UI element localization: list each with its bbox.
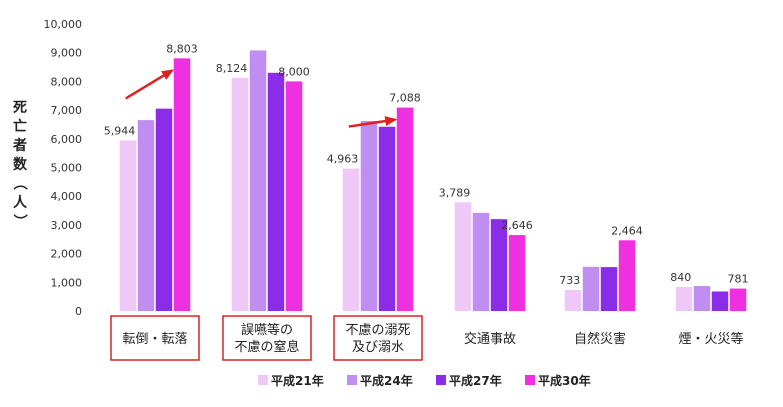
legend-swatch [258, 375, 268, 385]
y-axis-title-char: （ [11, 176, 27, 190]
category-label: 誤嚥等の [241, 322, 293, 338]
y-tick-label: 3,000 [51, 219, 83, 232]
data-label: 840 [670, 271, 691, 284]
bar [454, 202, 472, 311]
data-label: 5,944 [104, 124, 136, 137]
category-label: 自然災害 [574, 331, 626, 347]
y-tick-label: 10,000 [44, 18, 83, 31]
bar [600, 267, 618, 311]
y-tick-label: 5,000 [51, 162, 83, 175]
data-label: 781 [728, 273, 749, 286]
bar [249, 50, 267, 312]
category-highlight-box [222, 315, 312, 361]
bar [378, 126, 396, 311]
category-label: 交通事故 [464, 331, 516, 347]
legend-label: 平成27年 [449, 373, 502, 388]
bar [119, 140, 137, 311]
y-axis-title-char: 数 [13, 156, 28, 173]
legend-swatch [525, 375, 535, 385]
category-label: 転倒・転落 [122, 332, 187, 347]
bar [675, 286, 693, 311]
y-axis-title-char: ） [11, 214, 27, 228]
bar [396, 107, 414, 311]
category-label: 及び溺水 [352, 340, 404, 355]
y-axis-title-char: 者 [13, 138, 27, 154]
bar [564, 289, 582, 311]
data-label: 8,124 [216, 62, 248, 75]
y-tick-label: 2,000 [51, 248, 83, 261]
legend-label: 平成21年 [271, 373, 324, 388]
y-tick-label: 4,000 [51, 190, 83, 203]
bar [360, 121, 378, 311]
category-label: 不慮の溺死 [345, 323, 410, 338]
bar [693, 286, 711, 311]
y-tick-label: 9,000 [51, 47, 83, 60]
y-tick-label: 1,000 [51, 276, 83, 289]
legend-label: 平成24年 [360, 373, 413, 388]
bar [285, 81, 303, 312]
category-highlight-box [110, 315, 200, 361]
legend-swatch [436, 375, 446, 385]
bar [155, 108, 173, 311]
y-tick-label: 8,000 [51, 75, 83, 88]
y-tick-label: 0 [75, 305, 82, 318]
bar [711, 291, 729, 311]
category-label: 不慮の窒息 [234, 339, 299, 355]
category-label: 煙・火災等 [678, 331, 743, 347]
data-label: 8,000 [278, 65, 310, 78]
bar [342, 168, 360, 311]
y-axis: 0 1,000 2,000 3,000 4,000 5,000 6,000 7,000 8,00… [44, 18, 83, 318]
bar [729, 288, 747, 311]
y-axis-title-char: 死 [12, 100, 27, 116]
bars [119, 50, 747, 312]
bar [618, 240, 636, 311]
bar [472, 212, 490, 311]
bar [582, 266, 600, 311]
data-label: 2,464 [611, 224, 643, 237]
category-highlight-box [333, 315, 423, 361]
data-label: 2,646 [501, 219, 533, 232]
data-label: 733 [559, 274, 580, 287]
bar [508, 235, 526, 311]
legend-label: 平成30年 [538, 373, 591, 388]
data-label: 4,963 [327, 153, 359, 166]
bar [137, 120, 155, 312]
trend-arrow-head [384, 116, 398, 127]
data-label: 8,803 [166, 42, 198, 55]
bar [231, 77, 249, 311]
data-label: 7,088 [389, 92, 421, 105]
bar [490, 219, 508, 311]
bar [173, 58, 191, 312]
trend-arrow-head [161, 69, 174, 80]
y-axis-title-char: 人 [13, 194, 28, 211]
bar [267, 72, 285, 311]
y-tick-label: 7,000 [51, 104, 83, 117]
data-labels: 5,944 8,803 8,124 8,000 4,963 7,088 3,789 2,646… [104, 42, 749, 287]
trend-arrows [125, 69, 398, 128]
legend-swatch [347, 375, 357, 385]
data-label: 3,789 [439, 186, 471, 199]
y-tick-label: 6,000 [51, 133, 83, 146]
y-axis-title-char: 亡 [13, 118, 27, 135]
legend: 平成21年 平成24年 平成27年 平成30年 [258, 373, 591, 388]
